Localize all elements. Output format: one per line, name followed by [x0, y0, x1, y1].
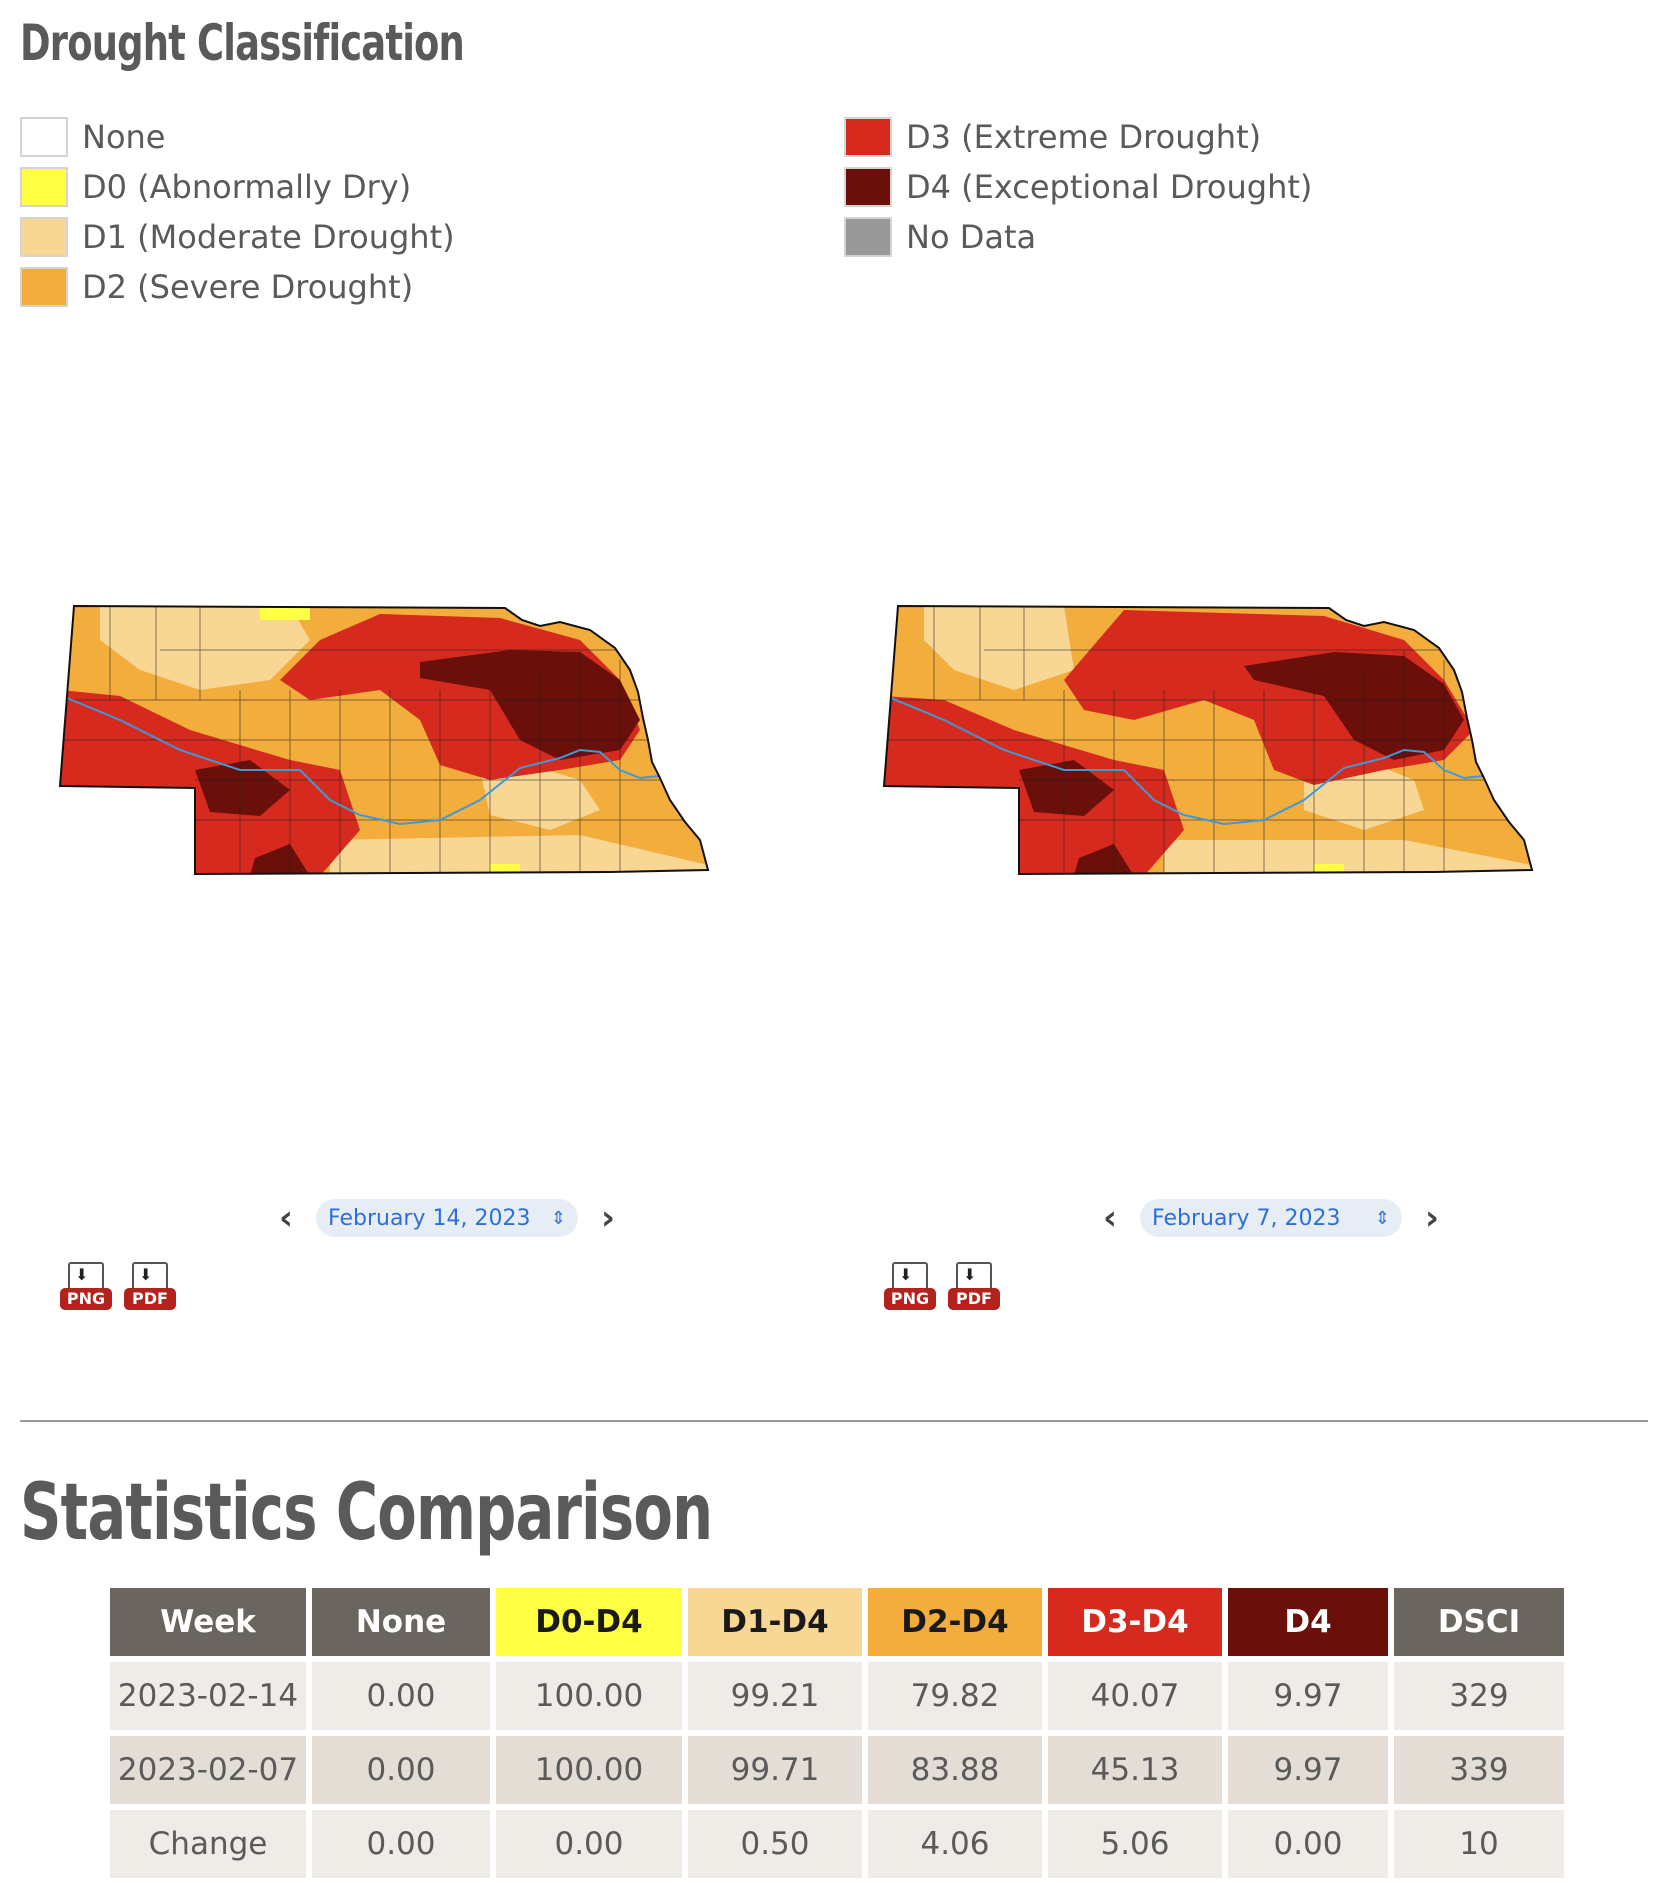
legend-label: D4 (Exceptional Drought)	[906, 168, 1313, 206]
table-cell: 0.00	[312, 1662, 490, 1730]
next-week-arrow-icon[interactable]: ›	[600, 1198, 615, 1238]
legend-label: D1 (Moderate Drought)	[82, 218, 455, 256]
legend-item-d0: D0 (Abnormally Dry)	[20, 162, 455, 212]
legend-swatch	[20, 117, 68, 157]
nebraska-drought-map	[58, 604, 710, 876]
download-pdf-button[interactable]: ⬇ PDF	[948, 1262, 1000, 1316]
header-d2-d4: D2-D4	[868, 1588, 1042, 1656]
legend-label: D3 (Extreme Drought)	[906, 118, 1262, 156]
previous-week-arrow-icon[interactable]: ‹	[1102, 1198, 1117, 1238]
table-cell: 0.00	[312, 1736, 490, 1804]
date-select-value: February 7, 2023	[1152, 1205, 1341, 1231]
table-row: 2023-02-14 0.00 100.00 99.21 79.82 40.07…	[110, 1662, 1564, 1730]
legend-label: D2 (Severe Drought)	[82, 268, 414, 306]
table-cell: 5.06	[1048, 1810, 1222, 1878]
header-week: Week	[110, 1588, 306, 1656]
header-d1-d4: D1-D4	[688, 1588, 862, 1656]
nebraska-drought-map	[882, 604, 1534, 876]
table-cell: 0.50	[688, 1810, 862, 1878]
download-png-button[interactable]: ⬇ PNG	[60, 1262, 112, 1316]
pdf-label: PDF	[948, 1288, 1000, 1310]
download-icon: ⬇	[899, 1265, 913, 1284]
download-icon: ⬇	[75, 1265, 89, 1284]
next-week-arrow-icon[interactable]: ›	[1424, 1198, 1439, 1238]
section-divider	[20, 1420, 1648, 1422]
table-row: 2023-02-07 0.00 100.00 99.71 83.88 45.13…	[110, 1736, 1564, 1804]
table-cell: 99.21	[688, 1662, 862, 1730]
statistics-table: Week None D0-D4 D1-D4 D2-D4 D3-D4 D4 DSC…	[104, 1582, 1570, 1884]
table-header-row: Week None D0-D4 D1-D4 D2-D4 D3-D4 D4 DSC…	[110, 1588, 1564, 1656]
drought-map-current	[58, 600, 780, 940]
legend-swatch	[844, 117, 892, 157]
download-pdf-button[interactable]: ⬇ PDF	[124, 1262, 176, 1316]
legend-swatch	[844, 217, 892, 257]
legend-item-d1: D1 (Moderate Drought)	[20, 212, 455, 262]
map-nav-previous: ‹ February 7, 2023 ⇕ ›	[1090, 1198, 1452, 1238]
drought-map-previous	[882, 600, 1604, 940]
table-cell: 100.00	[496, 1736, 682, 1804]
legend-label: No Data	[906, 218, 1037, 256]
legend-swatch	[20, 167, 68, 207]
table-cell: 2023-02-07	[110, 1736, 306, 1804]
download-icon: ⬇	[963, 1265, 977, 1284]
download-icon: ⬇	[139, 1265, 153, 1284]
header-d4: D4	[1228, 1588, 1388, 1656]
table-cell: 339	[1394, 1736, 1564, 1804]
png-label: PNG	[884, 1288, 936, 1310]
table-cell: 2023-02-14	[110, 1662, 306, 1730]
header-none: None	[312, 1588, 490, 1656]
download-png-button[interactable]: ⬇ PNG	[884, 1262, 936, 1316]
legend-swatch	[844, 167, 892, 207]
date-select-value: February 14, 2023	[328, 1205, 531, 1231]
table-cell: 45.13	[1048, 1736, 1222, 1804]
map-nav-current: ‹ February 14, 2023 ⇕ ›	[266, 1198, 628, 1238]
legend-item-none: None	[20, 112, 455, 162]
previous-week-arrow-icon[interactable]: ‹	[278, 1198, 293, 1238]
legend-swatch	[20, 267, 68, 307]
download-buttons-previous: ⬇ PNG ⬇ PDF	[884, 1262, 1000, 1316]
legend-column-right: D3 (Extreme Drought) D4 (Exceptional Dro…	[844, 112, 1312, 262]
legend-item-d2: D2 (Severe Drought)	[20, 262, 455, 312]
table-cell: Change	[110, 1810, 306, 1878]
download-buttons-current: ⬇ PNG ⬇ PDF	[60, 1262, 176, 1316]
table-cell: 79.82	[868, 1662, 1042, 1730]
legend-label: None	[82, 118, 166, 156]
table-cell: 9.97	[1228, 1662, 1388, 1730]
date-select-previous[interactable]: February 7, 2023 ⇕	[1140, 1199, 1402, 1237]
header-dsci: DSCI	[1394, 1588, 1564, 1656]
table-cell: 0.00	[312, 1810, 490, 1878]
table-row: Change 0.00 0.00 0.50 4.06 5.06 0.00 10	[110, 1810, 1564, 1878]
legend-item-d3: D3 (Extreme Drought)	[844, 112, 1312, 162]
legend-title: Drought Classification	[20, 14, 465, 72]
png-label: PNG	[60, 1288, 112, 1310]
legend-swatch	[20, 217, 68, 257]
table-cell: 329	[1394, 1662, 1564, 1730]
stats-title: Statistics Comparison	[20, 1468, 713, 1558]
table-cell: 40.07	[1048, 1662, 1222, 1730]
updown-chevron-icon: ⇕	[1374, 1207, 1390, 1229]
legend-item-no-data: No Data	[844, 212, 1312, 262]
legend-column-left: None D0 (Abnormally Dry) D1 (Moderate Dr…	[20, 112, 455, 312]
table-cell: 83.88	[868, 1736, 1042, 1804]
table-cell: 10	[1394, 1810, 1564, 1878]
table-cell: 9.97	[1228, 1736, 1388, 1804]
header-d0-d4: D0-D4	[496, 1588, 682, 1656]
header-d3-d4: D3-D4	[1048, 1588, 1222, 1656]
table-cell: 0.00	[1228, 1810, 1388, 1878]
table-cell: 100.00	[496, 1662, 682, 1730]
pdf-label: PDF	[124, 1288, 176, 1310]
table-cell: 99.71	[688, 1736, 862, 1804]
table-cell: 4.06	[868, 1810, 1042, 1878]
updown-chevron-icon: ⇕	[550, 1207, 566, 1229]
legend-label: D0 (Abnormally Dry)	[82, 168, 412, 206]
table-cell: 0.00	[496, 1810, 682, 1878]
legend-item-d4: D4 (Exceptional Drought)	[844, 162, 1312, 212]
date-select-current[interactable]: February 14, 2023 ⇕	[316, 1199, 578, 1237]
